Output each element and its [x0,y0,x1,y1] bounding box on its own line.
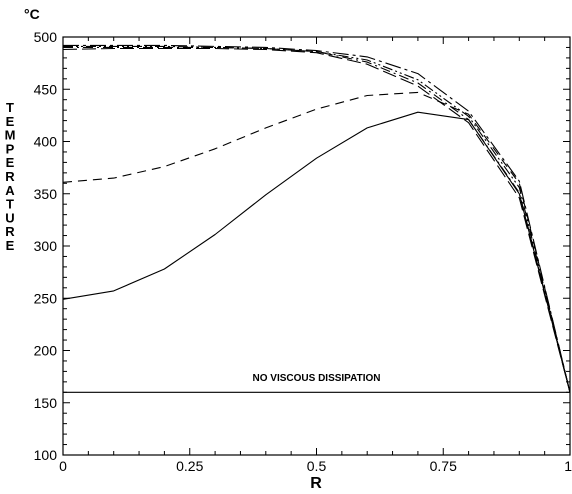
y-axis-title-letter: T [6,197,14,212]
y-tick-label: 150 [34,395,58,411]
y-tick-label: 200 [34,343,58,359]
series-layer [62,44,571,393]
y-axis-title-letter: P [6,141,15,156]
y-axis-title-letter: R [5,169,15,184]
y-tick-label: 350 [34,186,58,202]
y-tick-label: 400 [34,134,58,150]
y-axis-title-letter: R [5,224,15,239]
y-tick-label: 300 [34,238,58,254]
series-line-3 [62,91,571,393]
x-axis-title: R [310,475,322,492]
y-axis-title-letter: E [6,155,15,170]
axes-layer: 100 150 200 250 300 350 400 450 500 0 0.25 0.5 0.75 1 [34,29,572,474]
series-line-4 [62,47,571,393]
y-tick-label: 250 [34,290,58,306]
y-axis-title-letter: A [5,183,15,198]
y-axis-title-letter: E [6,238,15,253]
x-tick-label: 0.75 [430,458,457,474]
x-tick-label: 1 [564,458,572,474]
y-tick-label: 450 [34,81,58,97]
y-axis-title-letter: E [6,114,15,129]
y-unit-label: °C [24,6,40,22]
y-axis-title-letter: U [5,210,14,225]
y-axis-title-letter: T [6,100,14,115]
x-tick-label: 0.25 [176,458,203,474]
series-line-7 [63,44,571,393]
x-tick-label: 0.5 [307,458,327,474]
series-line-2 [62,111,571,393]
no-viscous-dissipation-label: NO VISCOUS DISSIPATION [253,373,381,384]
series-line-6 [63,45,571,393]
y-tick-label: 500 [34,29,58,45]
y-axis-title-letter: M [5,128,16,143]
series-line-5 [63,46,571,393]
x-tick-label: 0 [59,458,67,474]
y-tick-label: 100 [34,447,58,463]
